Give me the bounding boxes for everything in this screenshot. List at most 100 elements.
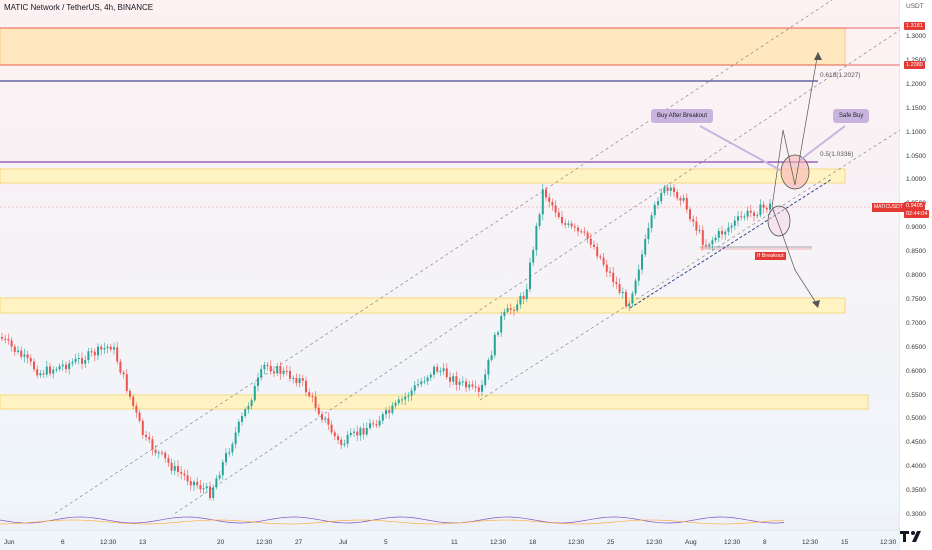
candle-body	[349, 432, 352, 435]
candle-body	[231, 444, 234, 453]
bullish-arrowhead-icon	[814, 52, 822, 60]
candle-body	[484, 374, 487, 385]
oscillator-line	[747, 519, 753, 522]
candle-body	[90, 351, 93, 353]
candle-body	[573, 226, 576, 228]
candle-body	[10, 340, 13, 347]
candle-body	[103, 348, 106, 350]
candle-body	[698, 230, 701, 232]
candle-body	[506, 308, 509, 312]
candle-body	[570, 223, 573, 227]
oscillator-line	[375, 518, 381, 520]
candle-body	[756, 215, 759, 217]
candle-body	[333, 432, 336, 437]
candle-body	[676, 192, 679, 199]
candle-body	[77, 358, 80, 360]
bullish-projection-path	[771, 51, 819, 208]
candle-body	[529, 262, 531, 290]
candle-body	[407, 395, 410, 397]
oscillator-line	[363, 520, 369, 522]
candle-body	[177, 466, 179, 472]
candle-body	[71, 361, 74, 364]
candle-body	[605, 264, 608, 272]
price-tick-label: 0.8500	[906, 248, 926, 256]
candle-body	[13, 346, 16, 352]
time-tick-label: 5	[384, 539, 388, 546]
oscillator-line	[583, 519, 589, 521]
candle-body	[535, 225, 538, 251]
callout-pointer-left	[699, 125, 781, 171]
price-tick-label: 1.0000	[906, 176, 926, 184]
oscillator-line	[167, 517, 173, 520]
candle-body	[765, 207, 768, 210]
candle-body	[618, 284, 621, 293]
price-scale[interactable]	[900, 0, 932, 550]
candle-body	[237, 421, 240, 433]
oscillator-line	[359, 521, 365, 523]
oscillator-line	[99, 518, 105, 520]
oscillator-line	[543, 521, 549, 523]
oscillator-line	[627, 517, 633, 519]
candle-body	[327, 418, 330, 425]
candle-body	[113, 347, 115, 350]
candle-body	[769, 203, 771, 210]
candle-body	[650, 215, 653, 229]
candle-body	[340, 439, 343, 445]
candle-body	[679, 198, 682, 201]
time-tick-label: Jun	[4, 539, 15, 546]
candle-body	[577, 227, 579, 232]
price-tick-label: 0.5500	[906, 391, 926, 399]
price-countdown: 02:44:04	[904, 210, 930, 218]
candle-body	[522, 295, 525, 299]
price-tick-label: 1.0500	[906, 152, 926, 160]
candle-body	[641, 254, 643, 270]
resistance-zone-top	[0, 27, 846, 66]
candle-body	[154, 449, 157, 453]
oscillator-line	[0, 519, 5, 522]
tradingview-logo-icon[interactable]	[898, 528, 928, 544]
candle-body	[746, 210, 749, 217]
candle-body	[657, 201, 659, 205]
safe-buy-callout: Safe Buy	[833, 109, 870, 123]
fib-618-label: 0.618(1.2027)	[820, 72, 861, 79]
candle-body	[218, 475, 221, 479]
candle-body	[442, 368, 445, 372]
oscillator-line	[311, 518, 317, 520]
candle-body	[385, 410, 387, 415]
channel-middle	[149, 29, 901, 531]
candle-body	[1, 337, 3, 339]
candle-body	[647, 228, 650, 240]
candle-body	[346, 434, 349, 444]
oscillator-line	[263, 519, 269, 521]
oscillator-line	[687, 520, 693, 522]
candle-body	[743, 216, 746, 218]
channel-lower	[479, 129, 901, 401]
candle-body	[413, 385, 416, 391]
candle-body	[490, 355, 493, 360]
oscillator-line	[111, 520, 117, 522]
candle-body	[487, 359, 490, 375]
time-tick-label: 12:30	[256, 539, 273, 546]
time-tick-label: Aug	[685, 539, 697, 546]
candle-body	[141, 420, 144, 435]
candle-body	[55, 369, 58, 371]
candle-body	[202, 488, 205, 490]
oscillator-line	[631, 518, 637, 520]
candle-body	[705, 244, 707, 247]
candle-body	[378, 420, 381, 426]
candle-body	[244, 409, 247, 417]
candle-body	[26, 354, 29, 359]
candle-body	[58, 366, 61, 370]
candle-body	[292, 377, 295, 379]
oscillator-line	[163, 518, 169, 520]
candle-body	[49, 366, 51, 374]
candle-body	[631, 293, 634, 304]
candle-body	[212, 487, 215, 498]
time-tick-label: Jul	[339, 539, 348, 546]
price-tick-label: 0.6000	[906, 367, 926, 375]
candle-body	[180, 471, 183, 474]
buy-after-breakout-callout: Buy After Breakout	[651, 109, 714, 123]
candle-body	[541, 189, 544, 215]
candle-body	[308, 392, 311, 397]
